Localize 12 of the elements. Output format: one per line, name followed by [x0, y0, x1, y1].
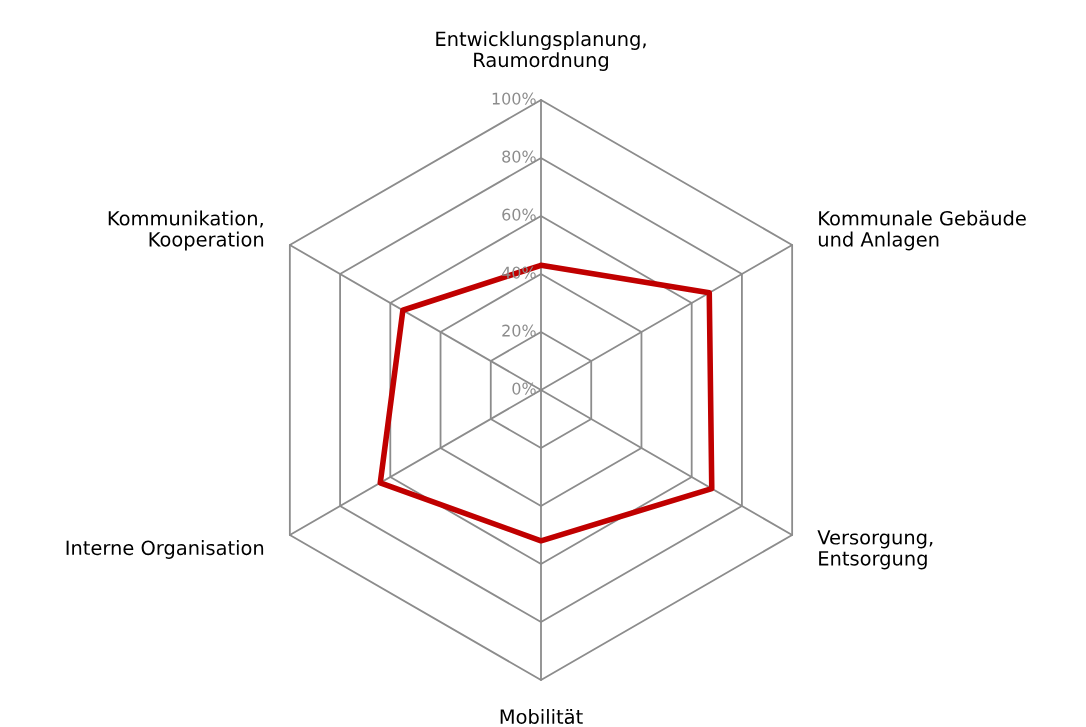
- spoke-label: Versorgung, Entsorgung: [817, 530, 933, 570]
- spoke-label: Mobilität: [500, 709, 583, 725]
- spoke-label: Interne Organisation: [66, 540, 264, 559]
- y-tick-label: 100%: [492, 92, 536, 105]
- y-tick-label: 20%: [502, 324, 536, 337]
- y-tick-label: 0%: [512, 382, 536, 395]
- spoke-label: Kommunikation, Kooperation: [108, 210, 264, 251]
- y-tick-label: 80%: [502, 150, 536, 163]
- spoke-label: Entwicklungsplanung, Raumordnung: [436, 31, 646, 71]
- y-tick-label: 60%: [502, 208, 536, 221]
- y-tick-label: 40%: [501, 266, 536, 279]
- spoke-label: Kommunale Gebäude und Anlagen: [818, 210, 1026, 251]
